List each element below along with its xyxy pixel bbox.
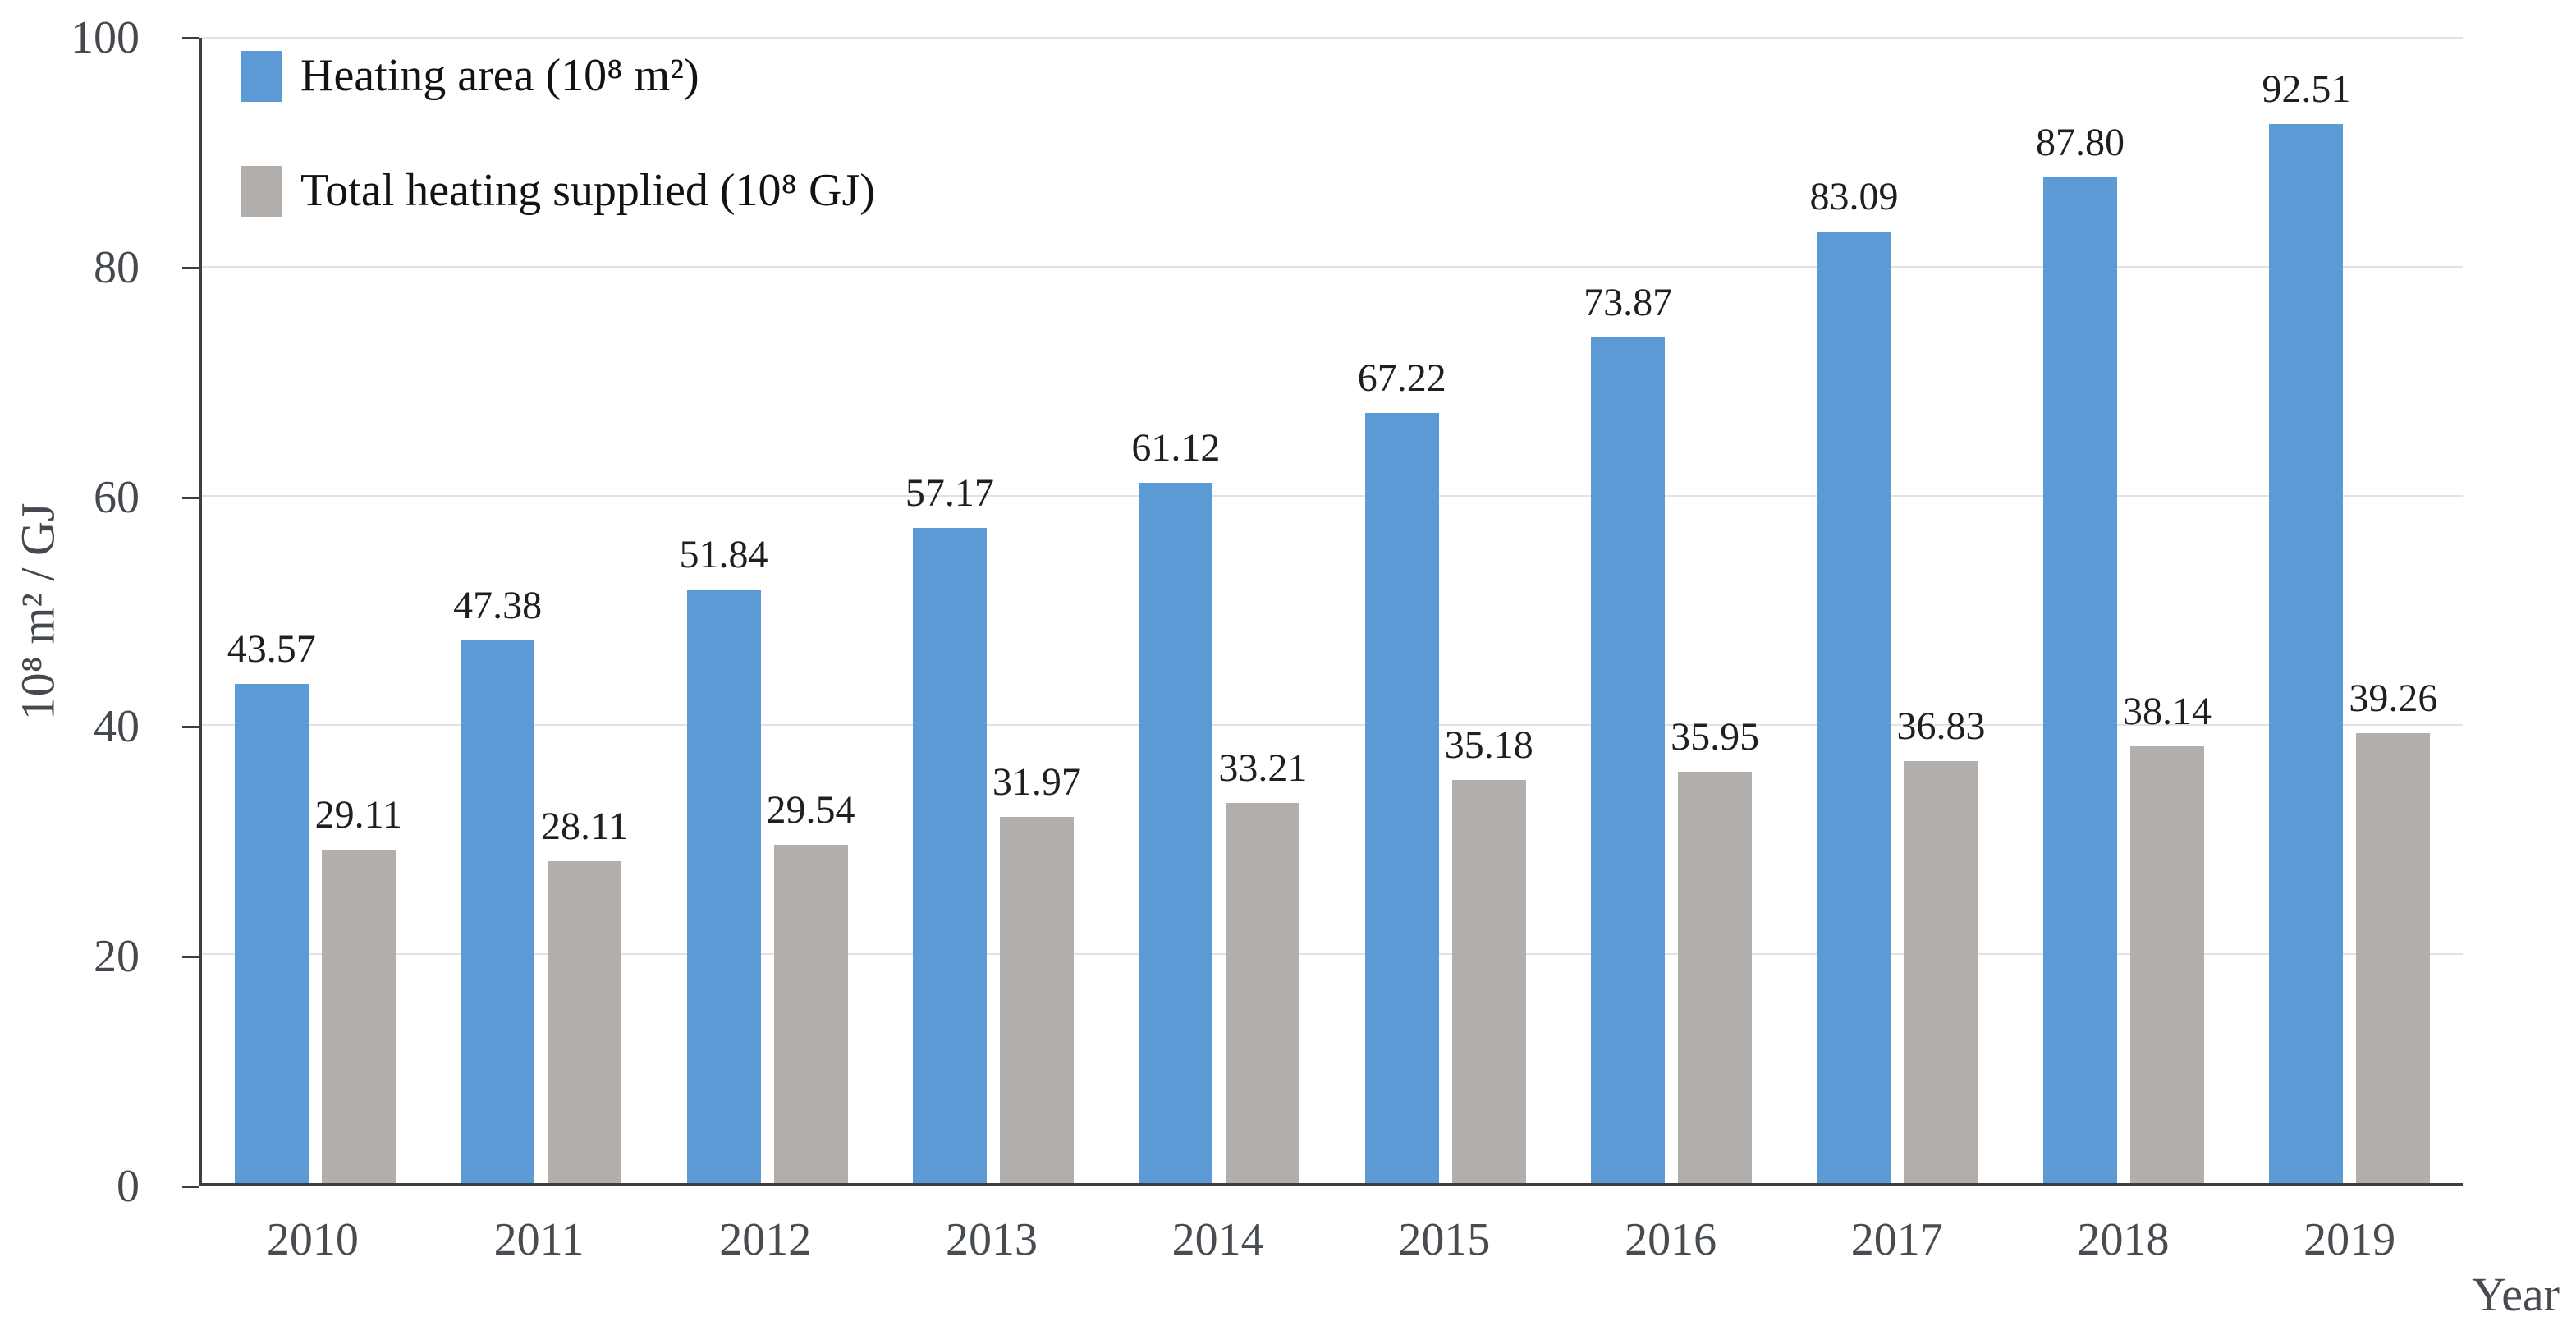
value-label: 36.83 [1896,704,1986,749]
gridline-40 [202,724,2463,726]
bar-heating-supplied-2019: 39.26 [2349,679,2437,1183]
y-tick-label-20: 20 [94,931,140,983]
bar-group-2014: 61.12 33.21 [1107,38,1332,1183]
bar-heating-supplied-2013: 31.97 [992,763,1081,1183]
bar-heating-area-2013: 57.17 [905,474,994,1183]
legend: Heating area (10⁸ m²) Total heating suppl… [241,51,875,217]
gridline-60 [202,495,2463,497]
y-tick-mark-80 [182,266,199,269]
y-tick-label-100: 100 [71,12,140,63]
legend-swatch-icon [241,166,282,217]
x-tick-label-2012: 2012 [719,1214,812,1265]
bar-group-2011: 47.38 28.11 [428,38,653,1183]
bar-group-2016: 73.87 35.95 [1558,38,1784,1183]
bar-group-2019: 92.51 39.26 [2237,38,2463,1183]
gridline-100 [202,37,2463,39]
bar-heating-area-2018: 87.80 [2036,123,2125,1183]
value-label: 39.26 [2349,677,2438,721]
value-label: 35.95 [1671,714,1760,759]
bar-heating-supplied-2016: 35.95 [1671,717,1759,1183]
legend-label: Total heating supplied (10⁸ GJ) [300,165,875,217]
value-label: 33.21 [1218,745,1308,790]
x-tick-label-2015: 2015 [1398,1214,1491,1265]
legend-swatch-icon [241,51,282,102]
x-tick-label-2014: 2014 [1171,1214,1264,1265]
bar-heating-area-2014: 61.12 [1131,429,1220,1183]
value-label: 57.17 [905,471,994,516]
x-tick-label-2018: 2018 [2077,1214,2170,1265]
y-tick-mark-40 [182,726,199,729]
legend-item-heating-area: Heating area (10⁸ m²) [241,51,875,102]
bar-heating-area-2010: 43.57 [227,630,316,1183]
x-tick-label-2013: 2013 [945,1214,1038,1265]
y-tick-mark-20 [182,956,199,959]
y-tick-label-0: 0 [117,1161,140,1212]
bar-heating-area-2015: 67.22 [1358,359,1446,1183]
bar-heating-area-2016: 73.87 [1584,282,1672,1183]
bar-group-2018: 87.80 38.14 [2010,38,2236,1183]
value-label: 51.84 [679,532,768,576]
y-tick-mark-0 [182,1186,199,1188]
bar-heating-supplied-2015: 35.18 [1445,726,1533,1183]
y-axis-title: 10⁸ m² / GJ [11,502,65,721]
bar-heating-supplied-2012: 29.54 [767,790,855,1183]
value-label: 43.57 [227,627,316,672]
value-label: 35.18 [1444,723,1533,768]
legend-item-heating-supplied: Total heating supplied (10⁸ GJ) [241,166,875,217]
bar-heating-area-2012: 51.84 [680,534,768,1183]
bar-group-2017: 83.09 36.83 [1785,38,2010,1183]
plot-area: 43.57 29.11 47.38 28.11 51.84 29.54 57.17 31.97… [199,37,2463,1186]
value-label: 61.12 [1131,426,1221,470]
bar-groups: 43.57 29.11 47.38 28.11 51.84 29.54 57.17 31.97… [202,38,2463,1183]
value-label: 73.87 [1584,280,1673,324]
bar-heating-supplied-2017: 36.83 [1897,707,1986,1183]
y-tick-label-80: 80 [94,241,140,293]
value-label: 92.51 [2262,67,2351,111]
legend-label: Heating area (10⁸ m²) [300,50,699,102]
bar-heating-area-2019: 92.51 [2262,69,2350,1183]
bar-heating-supplied-2011: 28.11 [541,806,628,1183]
value-label: 87.80 [2035,121,2125,165]
gridline-20 [202,953,2463,955]
x-axis-labels: 2010 2011 2012 2013 2014 2015 2016 2017 2018 2019 [199,1217,2463,1263]
x-tick-label-2016: 2016 [1625,1214,1717,1265]
value-label: 29.11 [314,792,402,837]
value-label: 28.11 [541,804,629,848]
bar-heating-area-2011: 47.38 [453,586,542,1183]
x-tick-label-2017: 2017 [1850,1214,1943,1265]
y-tick-mark-60 [182,496,199,499]
bar-heating-supplied-2014: 33.21 [1218,748,1307,1183]
bar-group-2015: 67.22 35.18 [1332,38,1558,1183]
value-label: 47.38 [453,584,543,628]
y-tick-mark-100 [182,37,199,39]
gridline-80 [202,266,2463,268]
value-label: 31.97 [992,760,1081,805]
y-tick-label-60: 60 [94,471,140,523]
bar-heating-area-2017: 83.09 [1810,177,1899,1183]
value-label: 83.09 [1809,174,1899,218]
x-axis-title: Year [2472,1268,2560,1321]
x-tick-label-2019: 2019 [2303,1214,2396,1265]
y-tick-label-40: 40 [94,701,140,753]
value-label: 38.14 [2122,689,2212,733]
bar-heating-supplied-2010: 29.11 [315,795,402,1183]
x-tick-label-2010: 2010 [266,1214,359,1265]
value-label: 29.54 [766,787,855,832]
bar-group-2010: 43.57 29.11 [202,38,428,1183]
bar-group-2013: 57.17 31.97 [880,38,1106,1183]
bar-heating-supplied-2018: 38.14 [2123,691,2212,1183]
x-tick-label-2011: 2011 [493,1214,584,1265]
value-label: 67.22 [1357,356,1446,401]
bar-group-2012: 51.84 29.54 [654,38,880,1183]
